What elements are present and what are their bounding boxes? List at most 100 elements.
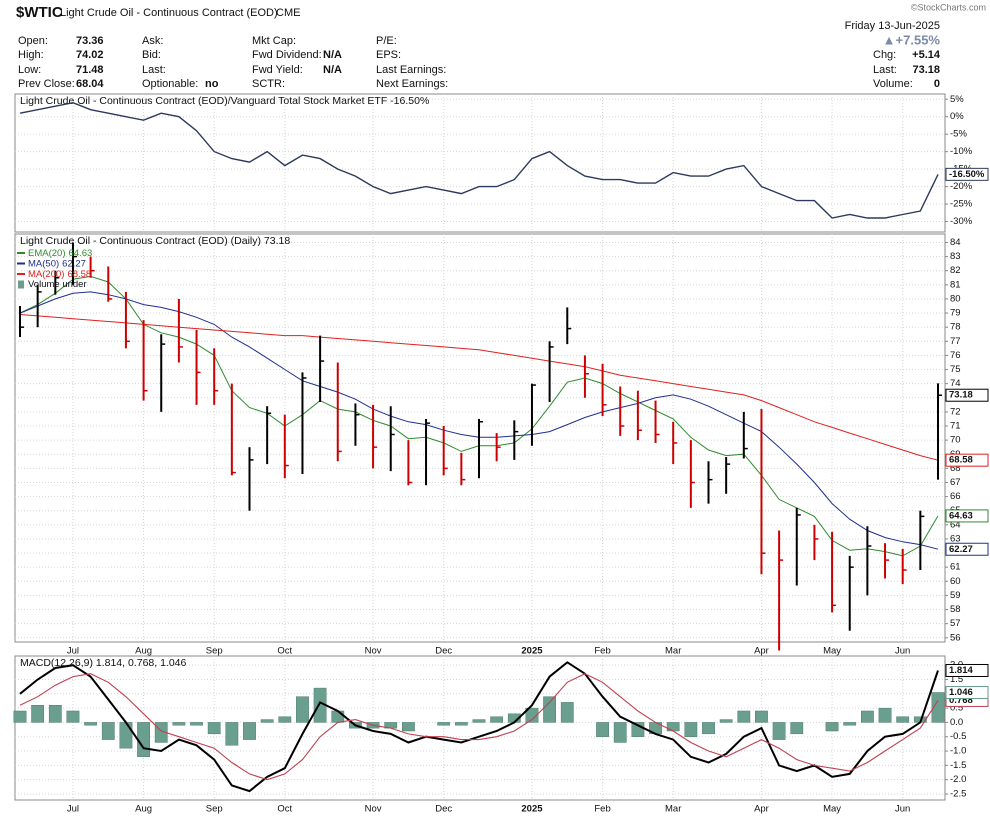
y-tick-label: 74 [950, 378, 961, 389]
panel-frame [14, 655, 946, 801]
field-label: Volume: [873, 78, 913, 90]
histogram-bar [843, 722, 857, 726]
y-tick-label: 0.0 [950, 717, 963, 728]
histogram-bar [437, 722, 451, 726]
y-tick-label: 71 [950, 421, 961, 432]
field-value: +5.14 [912, 49, 941, 61]
legend-entry: MA(50) 62.27 [28, 258, 86, 269]
y-tick-label: 5% [950, 94, 964, 105]
field-label: Last: [142, 64, 166, 76]
y-tick-label: 77 [950, 336, 961, 347]
y-tick-label: 61 [950, 562, 961, 573]
x-tick-label: Dec [435, 646, 452, 657]
x-tick-label: Jun [895, 804, 910, 815]
y-tick-label: 80 [950, 293, 961, 304]
y-tick-label: 83 [950, 251, 961, 262]
histogram-bar [278, 716, 292, 723]
y-tick-label: 84 [950, 237, 961, 248]
symbol: $WTIC [16, 4, 63, 21]
y-tick-label: -20% [950, 181, 973, 192]
value-tag [945, 663, 989, 677]
field-value: N/A [323, 49, 342, 61]
field-label: Last Earnings: [376, 64, 446, 76]
histogram-bar [772, 722, 786, 740]
x-tick-label: Mar [665, 804, 681, 815]
histogram-bar [666, 722, 680, 732]
field-label: Fwd Dividend: [252, 49, 322, 61]
legend-value: 64.63 [68, 248, 92, 259]
value-tag-label: 64.63 [949, 510, 973, 521]
value-tag-label: 0.768 [949, 695, 973, 706]
y-tick-label: 78 [950, 322, 961, 333]
y-tick-label: -2.5 [950, 789, 966, 800]
y-tick-label: -2.0 [950, 774, 966, 785]
value-tag [945, 453, 989, 467]
histogram-bar [48, 705, 62, 723]
histogram-bar [331, 710, 345, 723]
histogram-bar [472, 719, 486, 723]
legend-entry: EMA(20) 64.63 [28, 248, 92, 259]
histogram-bar [719, 719, 733, 723]
instrument-name: Light Crude Oil - Continuous Contract (E… [60, 7, 278, 19]
y-tick-label: 72 [950, 406, 961, 417]
macd-line [19, 673, 939, 781]
field-value: 73.36 [76, 35, 104, 47]
y-tick-label: -5% [950, 129, 967, 140]
y-tick-label: 76 [950, 350, 961, 361]
histogram-bar [790, 722, 804, 735]
y-tick-label: 66 [950, 491, 961, 502]
value-tag-label: 68.58 [949, 455, 973, 466]
histogram-bar [490, 716, 504, 723]
histogram-bar [525, 707, 539, 723]
field-label: SCTR: [252, 78, 285, 90]
field-label: Bid: [142, 49, 161, 61]
legend-name: MA(200) [28, 269, 64, 280]
histogram-bar [454, 722, 468, 726]
field-value: 73.18 [912, 64, 940, 76]
field-value: no [205, 78, 219, 90]
x-tick-label: Sep [206, 804, 223, 815]
histogram-bar [861, 710, 874, 723]
value-tag [945, 685, 989, 699]
x-tick-label: 2025 [521, 646, 543, 657]
x-tick-label: Jul [67, 804, 79, 815]
macd-line [19, 661, 939, 793]
histogram-bar [560, 702, 574, 723]
ratio-line [19, 101, 939, 219]
histogram-bar [702, 722, 715, 735]
y-tick-label: 1.5 [950, 674, 963, 685]
histogram-bar [243, 722, 256, 740]
histogram-bar [190, 722, 203, 726]
field-value: N/A [323, 64, 342, 76]
legend-swatch [18, 280, 24, 289]
histogram-bar [737, 710, 751, 723]
field-label: Next Earnings: [376, 78, 448, 90]
histogram-bar [172, 722, 186, 726]
value-tag-label: 73.18 [949, 390, 973, 401]
histogram-bar [225, 722, 239, 746]
y-tick-label: 70 [950, 435, 961, 446]
legend-value: 62.27 [62, 258, 86, 269]
y-tick-label: 60 [950, 576, 961, 587]
histogram-bar [896, 716, 910, 723]
histogram-bar [684, 722, 698, 737]
histogram-bar [84, 722, 97, 726]
exchange: CME [276, 7, 300, 19]
x-tick-label: Apr [754, 646, 769, 657]
y-tick-label: 0% [950, 111, 964, 122]
change-pct: ▲+7.55% [883, 32, 941, 47]
histogram-bar [31, 705, 45, 723]
legend-entry: MA(200) 68.58 [28, 269, 91, 280]
y-tick-label: 56 [950, 632, 961, 643]
y-tick-label: 57 [950, 618, 961, 629]
histogram-bar [543, 696, 556, 723]
field-value: 0 [934, 78, 940, 90]
value-tag [945, 167, 989, 181]
histogram-bar [825, 722, 839, 732]
field-label: Ask: [142, 35, 163, 47]
value-tag-label: 1.814 [949, 665, 973, 676]
histogram-bar [66, 710, 80, 723]
overlay-line [19, 314, 939, 461]
field-label: EPS: [376, 49, 401, 61]
